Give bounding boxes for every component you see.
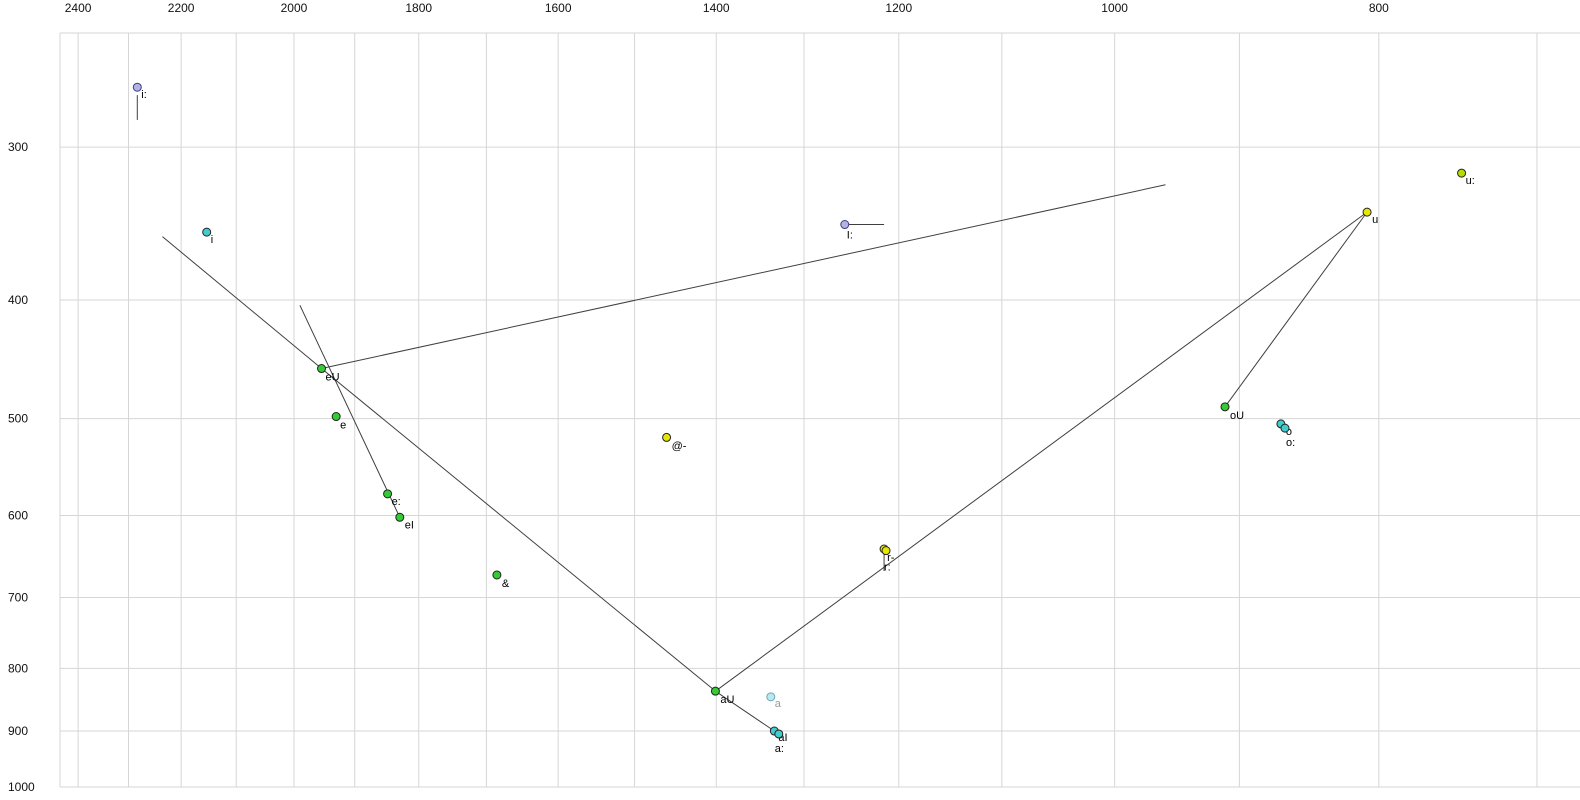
point-eI[interactable] (395, 512, 405, 522)
point-aU[interactable] (710, 686, 720, 696)
point-label-r:: r: (884, 562, 891, 574)
point-eU[interactable] (317, 364, 327, 374)
point-label-a: a (775, 698, 782, 710)
point-label-o:: o: (1286, 437, 1295, 449)
x-tick-label: 2000 (281, 1, 308, 15)
point-label-aU: aU (720, 694, 734, 706)
y-tick-label: 1000 (8, 780, 35, 794)
point-@-[interactable] (662, 432, 672, 442)
point-oU[interactable] (1220, 402, 1230, 412)
point-label-aI: aI (778, 732, 787, 744)
point-e:[interactable] (383, 489, 393, 499)
y-tick-label: 700 (8, 590, 28, 604)
x-tick-label: 1000 (1101, 1, 1128, 15)
x-tick-label: 1600 (545, 1, 572, 15)
point-label-I:: I: (847, 230, 853, 242)
trajectory-line (162, 236, 322, 369)
point-o:[interactable] (1280, 423, 1290, 433)
point-label-a:: a: (775, 743, 784, 755)
trajectory-line (715, 690, 775, 732)
x-tick-label: 2400 (65, 1, 92, 15)
point-label-u: u (1372, 214, 1378, 226)
point-label-@-: @- (672, 440, 687, 452)
point-label-oU: oU (1230, 410, 1244, 422)
trajectory-line (1224, 211, 1368, 408)
point-r:[interactable] (881, 546, 891, 556)
trajectory-line (321, 184, 1166, 370)
point-label-eU: eU (326, 372, 340, 384)
trajectory-line (299, 305, 401, 518)
point-label-r-: r- (887, 552, 895, 564)
y-tick-label: 300 (8, 140, 28, 154)
point-a:[interactable] (774, 729, 784, 739)
point-label-&: & (502, 578, 510, 590)
point-I:[interactable] (840, 220, 850, 230)
y-tick-label: 600 (8, 509, 28, 523)
x-tick-label: 1800 (405, 1, 432, 15)
y-tick-label: 500 (8, 412, 28, 426)
x-tick-label: 800 (1369, 1, 1389, 15)
point-a[interactable] (766, 692, 776, 702)
point-label-o: o (1286, 426, 1292, 438)
point-i[interactable] (202, 227, 212, 237)
y-tick-label: 800 (8, 661, 28, 675)
trajectory-line (715, 211, 1368, 692)
point-label-e: e (340, 420, 346, 432)
point-label-e:: e: (392, 496, 401, 508)
point-label-eI: eI (405, 519, 414, 531)
trajectory-line (321, 368, 716, 692)
x-tick-label: 1200 (885, 1, 912, 15)
point-label-i: i (211, 234, 213, 246)
point-u:[interactable] (1457, 168, 1467, 178)
point-e[interactable] (331, 412, 341, 422)
point-&[interactable] (492, 570, 502, 580)
x-tick-label: 2200 (168, 1, 195, 15)
y-tick-label: 400 (8, 293, 28, 307)
point-label-u:: u: (1466, 175, 1475, 187)
point-i:[interactable] (132, 82, 142, 92)
point-label-i:: i: (141, 89, 147, 101)
point-u[interactable] (1362, 207, 1372, 217)
y-tick-label: 900 (8, 724, 28, 738)
x-tick-label: 1400 (703, 1, 730, 15)
